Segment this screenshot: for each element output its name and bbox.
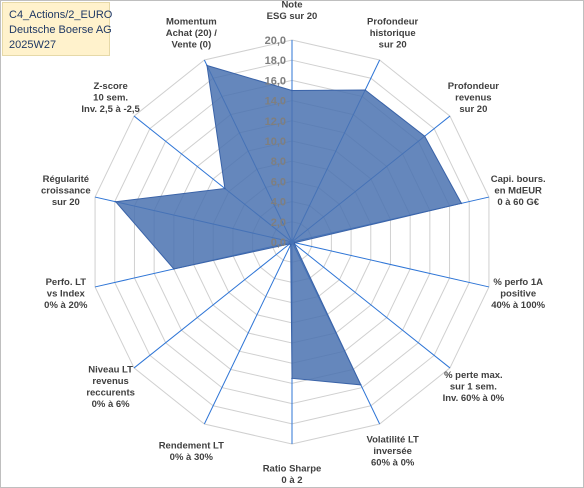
- axis-label: % perte max. sur 1 sem. Inv. 60% à 0%: [443, 370, 505, 404]
- axis-label-line: 0% à 6%: [92, 399, 131, 410]
- axis-label-line: historique: [370, 28, 416, 39]
- axis-label-line: inversée: [373, 446, 412, 457]
- axis-label: Capi. bours. en MdEUR 0 à 60 G€: [491, 174, 546, 208]
- axis-label-line: Niveau LT: [88, 364, 133, 375]
- series-point: [423, 135, 426, 138]
- tick-label: 18,0: [265, 55, 286, 67]
- axis-label-line: Momentum: [166, 16, 217, 27]
- axis-label-line: ESG sur 20: [267, 11, 318, 22]
- series-point: [294, 241, 296, 244]
- tick-label: 4,0: [271, 197, 286, 209]
- axis-label: Z-score 10 sem. Inv. 2,5 à -2,5: [81, 81, 140, 115]
- axis-label-line: positive: [500, 289, 536, 300]
- series-point: [114, 200, 117, 203]
- tick-label: 8,0: [271, 156, 286, 168]
- axis-label-line: 40% à 100%: [491, 300, 545, 311]
- axis-label-line: % perte max.: [444, 370, 503, 381]
- axis-label-line: Profondeur: [367, 16, 418, 27]
- series-point: [206, 64, 208, 67]
- title-box: C4_Actions/2_EURO Deutsche Boerse AG 202…: [2, 2, 113, 56]
- axis-label: Profondeur revenus sur 20: [448, 81, 499, 115]
- series-point: [364, 89, 366, 91]
- axis-label-line: sur 1 sem.: [450, 382, 497, 393]
- axis-label-line: Z-score: [93, 81, 127, 92]
- axis-label-line: vs Index: [47, 289, 86, 300]
- axis-label-line: Ratio Sharpe: [263, 463, 322, 474]
- axis-spoke: [291, 241, 490, 288]
- axis-label-line: 0% à 20%: [44, 300, 88, 311]
- title-line-1: C4_Actions/2_EURO: [9, 9, 113, 21]
- tick-label: 20,0: [265, 35, 286, 47]
- axis-label-line: Achat (20) /: [166, 28, 218, 39]
- axis-label-line: sur 20: [459, 104, 487, 115]
- axis-label: Note ESG sur 20: [267, 0, 318, 22]
- radial-tick-labels: 0,0 2,0 4,0 6,0 8,0 10,0 12,0 14,0 16,0 18,0 20,0: [265, 35, 286, 249]
- axis-label: Perfo. LT vs Index 0% à 20%: [44, 277, 88, 311]
- axis-label-line: reccurents: [86, 387, 135, 398]
- tick-label: 16,0: [265, 75, 286, 87]
- axis-label-line: revenus: [92, 376, 128, 387]
- series-point: [360, 384, 362, 386]
- axis-label-line: % perfo 1A: [493, 277, 543, 288]
- axis-label-line: Régularité: [43, 174, 89, 185]
- axis-label-line: Capi. bours.: [491, 174, 546, 185]
- tick-label: 6,0: [271, 176, 286, 188]
- axis-label: Ratio Sharpe 0 à 2: [263, 463, 322, 486]
- axis-label-line: 60% à 0%: [371, 458, 415, 469]
- title-line-3: 2025W27: [9, 39, 57, 51]
- axis-label-line: sur 20: [379, 39, 407, 50]
- axis-label: % perfo 1A positive 40% à 100%: [491, 277, 545, 311]
- axis-label-line: croissance: [41, 185, 91, 196]
- axis-label-line: Inv. 2,5 à -2,5: [81, 104, 140, 115]
- axis-label-line: Note: [281, 0, 302, 10]
- axis-label-line: en MdEUR: [494, 185, 542, 196]
- tick-label: 12,0: [265, 116, 286, 128]
- axis-label-line: 0% à 30%: [170, 452, 214, 463]
- axis-label-line: Profondeur: [448, 81, 499, 92]
- series-point: [288, 243, 291, 245]
- tick-label: 2,0: [271, 217, 286, 229]
- axis-label-line: revenus: [455, 92, 491, 103]
- axis-label: Régularité croissance sur 20: [41, 174, 91, 208]
- axis-label-line: sur 20: [52, 197, 80, 208]
- tick-label: 14,0: [265, 96, 286, 108]
- axis-label-line: Inv. 60% à 0%: [443, 393, 505, 404]
- series-point: [291, 89, 293, 92]
- title-line-2: Deutsche Boerse AG: [9, 24, 112, 36]
- axis-label-line: Rendement LT: [159, 440, 224, 451]
- series-point: [173, 268, 175, 270]
- axis-label: Niveau LT revenus reccurents 0% à 6%: [86, 364, 135, 410]
- axis-label: Momentum Achat (20) / Vente (0): [166, 16, 218, 50]
- axis-label: Rendement LT 0% à 30%: [159, 440, 224, 463]
- axis-label-line: 0 à 60 G€: [497, 197, 539, 208]
- axis-label: Profondeur historique sur 20: [367, 16, 418, 50]
- series-point: [293, 243, 296, 245]
- axis-label-line: 10 sem.: [93, 92, 128, 103]
- axis-spoke: [291, 241, 451, 369]
- axis-label: Volatilité LT inversée 60% à 0%: [366, 435, 419, 469]
- series-area: [114, 64, 463, 386]
- axis-label-line: Perfo. LT: [46, 277, 87, 288]
- axis-label-line: Volatilité LT: [366, 435, 419, 446]
- axis-spoke: [133, 241, 293, 369]
- tick-label: 0,0: [271, 237, 286, 249]
- axis-label-line: 0 à 2: [281, 475, 302, 486]
- series-point: [460, 202, 463, 205]
- series-point: [224, 187, 226, 190]
- series-point: [291, 377, 293, 380]
- axis-label-line: Vente (0): [172, 39, 212, 50]
- tick-label: 10,0: [265, 136, 286, 148]
- radar-series: [114, 64, 463, 386]
- axis-spoke: [203, 241, 293, 425]
